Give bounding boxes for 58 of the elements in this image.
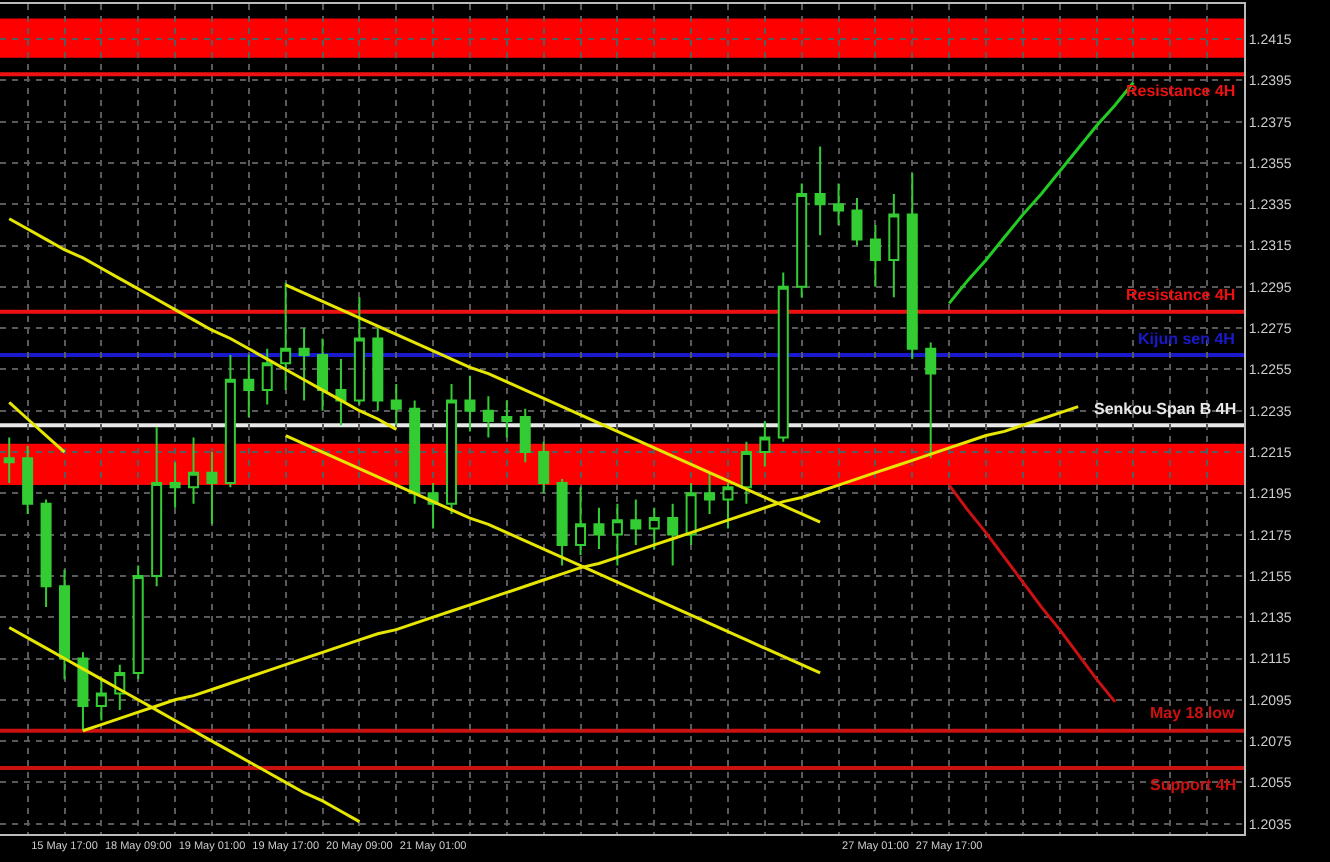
candlestick [759, 420, 771, 468]
candlestick [335, 358, 347, 427]
ref-line-label: Resistance 4H [1126, 286, 1236, 304]
candlestick [372, 327, 384, 412]
candlestick [501, 399, 513, 439]
candlestick [261, 347, 273, 406]
candlestick [206, 451, 218, 526]
candlestick [22, 444, 34, 515]
candlestick [40, 498, 52, 608]
candlestick [353, 296, 365, 406]
candlestick [593, 506, 605, 551]
candlestick [58, 568, 71, 681]
candlestick [888, 192, 900, 299]
candlestick [575, 486, 587, 557]
candlestick [446, 382, 458, 515]
candlestick [280, 281, 292, 392]
line-series [947, 483, 1117, 704]
candlestick [298, 327, 310, 402]
ref-line-label: Support 4H [1150, 776, 1237, 794]
candlestick [851, 197, 863, 247]
candlestick [409, 399, 421, 505]
candlestick [611, 502, 623, 567]
candlestick [869, 223, 881, 288]
ref-line-label: May 18 low [1150, 704, 1237, 722]
candlestick [630, 498, 642, 546]
line-series [284, 434, 822, 675]
candlestick [814, 145, 826, 237]
candlestick [740, 440, 752, 505]
candlestick [556, 477, 568, 567]
ref-line-label: Senkou Span B 4H [1094, 400, 1237, 418]
line-series [7, 217, 398, 431]
candlestick [132, 564, 144, 681]
candlestick [390, 382, 402, 427]
ref-line-label: Kijun sen 4H [1138, 330, 1236, 348]
candlestick [833, 182, 845, 226]
ref-line-label: Resistance 4H [1126, 82, 1236, 100]
candlestick [704, 471, 716, 515]
candlestick [224, 354, 236, 489]
candlestick [906, 172, 918, 361]
candlestick [482, 395, 494, 439]
candlestick [538, 440, 550, 495]
candlestick [77, 651, 89, 732]
candlestick [777, 271, 789, 443]
candlestick [667, 502, 679, 567]
candlestick [464, 374, 476, 433]
candlestick [685, 482, 697, 546]
candlestick [188, 436, 200, 505]
candlestick [169, 461, 181, 509]
candlestick [243, 354, 255, 418]
candlestick [151, 426, 163, 588]
candlestick [519, 407, 531, 464]
candlestick [722, 482, 734, 530]
candlestick [648, 506, 660, 551]
candlestick [925, 341, 937, 460]
candlestick [317, 337, 329, 412]
line-series [7, 400, 66, 454]
candlestick [95, 678, 107, 722]
candlestick [796, 182, 808, 299]
